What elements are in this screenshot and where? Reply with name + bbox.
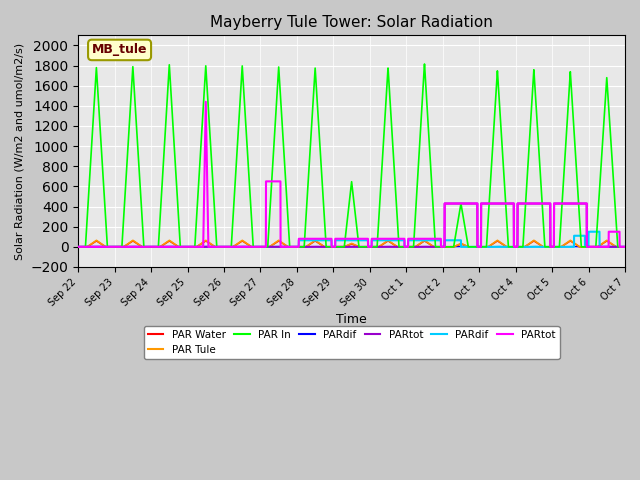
Text: MB_tule: MB_tule [92, 44, 147, 57]
Y-axis label: Solar Radiation (W/m2 and umol/m2/s): Solar Radiation (W/m2 and umol/m2/s) [15, 43, 25, 260]
Title: Mayberry Tule Tower: Solar Radiation: Mayberry Tule Tower: Solar Radiation [210, 15, 493, 30]
Legend: PAR Water, PAR Tule, PAR In, PARdif, PARtot, PARdif, PARtot: PAR Water, PAR Tule, PAR In, PARdif, PAR… [143, 325, 559, 359]
X-axis label: Time: Time [336, 313, 367, 326]
